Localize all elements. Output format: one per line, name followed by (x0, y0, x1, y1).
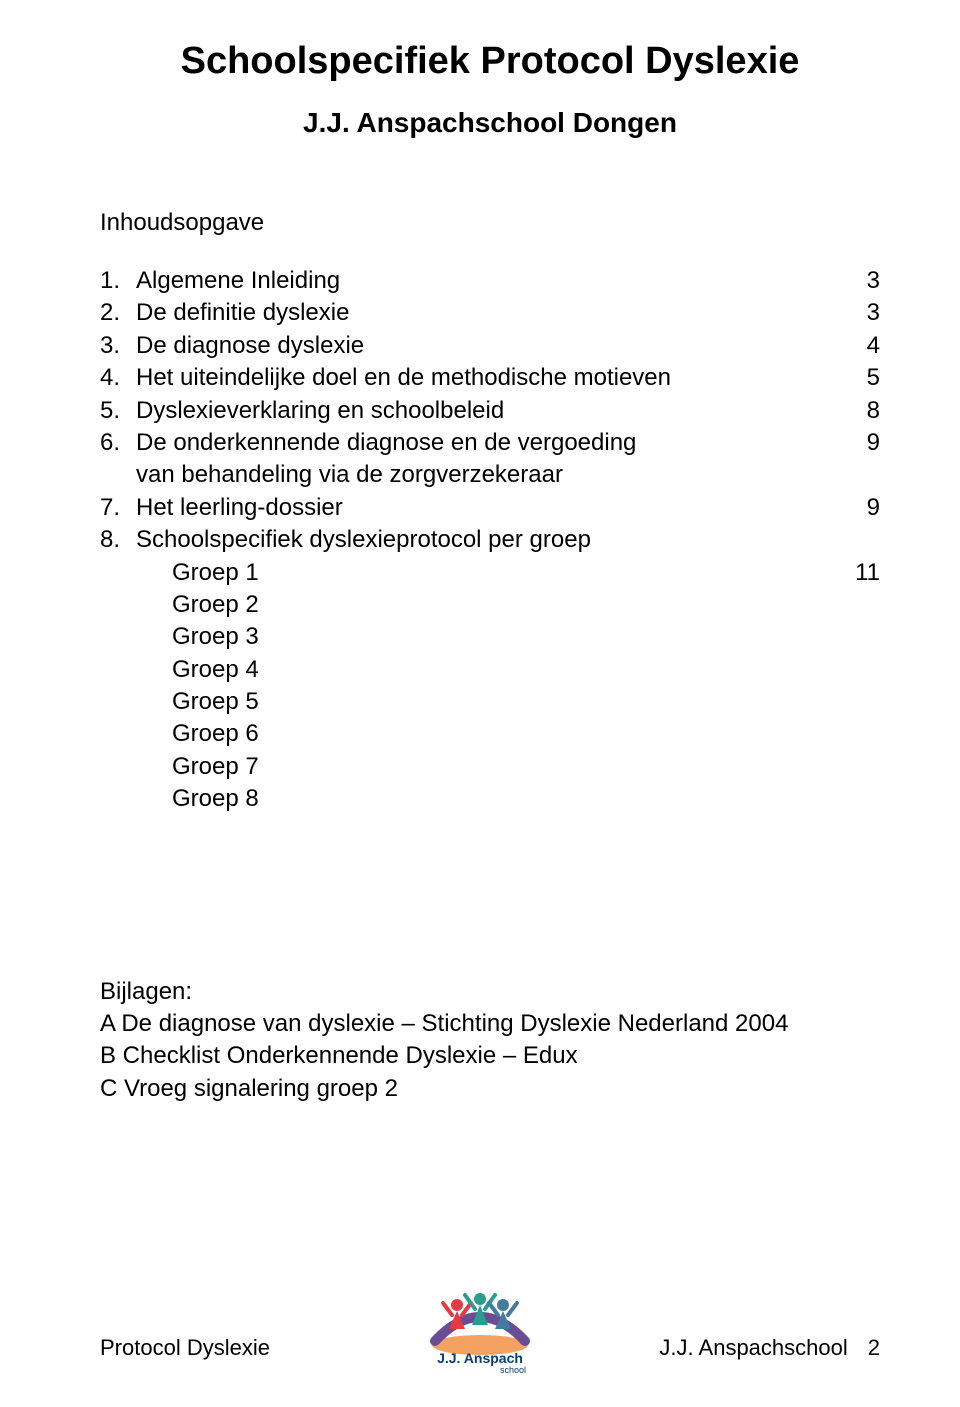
toc-page (840, 589, 880, 621)
toc-group-label: Groep 6 (172, 718, 259, 750)
toc-number: 8. (100, 524, 136, 556)
toc-group-label: Groep 2 (172, 589, 259, 621)
appendix-item: A De diagnose van dyslexie – Stichting D… (100, 1008, 880, 1040)
toc-heading: Inhoudsopgave (100, 209, 880, 237)
toc-item: 7.Het leerling-dossier 9 (100, 492, 880, 524)
toc-number: 7. (100, 492, 136, 524)
table-of-contents: 1.Algemene Inleiding 3 2.De definitie dy… (100, 265, 880, 816)
toc-label: De definitie dyslexie (136, 297, 349, 329)
page-subtitle: J.J. Anspachschool Dongen (100, 107, 880, 139)
toc-item: 5.Dyslexieverklaring en schoolbeleid 8 (100, 395, 880, 427)
toc-group-item: Groep 8 (100, 783, 880, 815)
toc-page: 11 (840, 557, 880, 589)
toc-group-label: Groep 7 (172, 751, 259, 783)
toc-page: 9 (840, 492, 880, 524)
toc-item: 2.De definitie dyslexie 3 (100, 297, 880, 329)
toc-group-item: Groep 2 (100, 589, 880, 621)
footer-right-text: J.J. Anspachschool (659, 1335, 847, 1361)
toc-page (840, 751, 880, 783)
toc-label: Het uiteindelijke doel en de methodische… (136, 362, 671, 394)
toc-label: De diagnose dyslexie (136, 330, 364, 362)
appendix-item: B Checklist Onderkennende Dyslexie – Edu… (100, 1040, 880, 1072)
toc-number (100, 459, 136, 491)
toc-number: 5. (100, 395, 136, 427)
toc-label: Het leerling-dossier (136, 492, 343, 524)
toc-label: van behandeling via de zorgverzekeraar (136, 459, 563, 491)
toc-page (840, 686, 880, 718)
toc-page: 4 (840, 330, 880, 362)
toc-group-label: Groep 8 (172, 783, 259, 815)
toc-label: Algemene Inleiding (136, 265, 340, 297)
toc-label: De onderkennende diagnose en de vergoedi… (136, 427, 636, 459)
toc-page: 3 (840, 265, 880, 297)
toc-page (840, 621, 880, 653)
toc-item: 4.Het uiteindelijke doel en de methodisc… (100, 362, 880, 394)
toc-item-subline: van behandeling via de zorgverzekeraar (100, 459, 880, 491)
toc-group-label: Groep 3 (172, 621, 259, 653)
footer-page-number: 2 (868, 1335, 880, 1361)
toc-label: Dyslexieverklaring en schoolbeleid (136, 395, 504, 427)
toc-number: 4. (100, 362, 136, 394)
page-title: Schoolspecifiek Protocol Dyslexie (100, 40, 880, 83)
toc-page: 5 (840, 362, 880, 394)
toc-group-item: Groep 5 (100, 686, 880, 718)
toc-page (840, 459, 880, 491)
toc-page: 9 (840, 427, 880, 459)
toc-item: 8.Schoolspecifiek dyslexieprotocol per g… (100, 524, 880, 556)
footer-left: Protocol Dyslexie (100, 1335, 270, 1361)
toc-page (840, 783, 880, 815)
toc-group-label: Groep 4 (172, 654, 259, 686)
toc-page: 3 (840, 297, 880, 329)
page-footer: Protocol Dyslexie J.J. Anspachschool 2 (100, 1335, 880, 1361)
toc-group-label: Groep 5 (172, 686, 259, 718)
toc-page: 8 (840, 395, 880, 427)
appendix-section: Bijlagen: A De diagnose van dyslexie – S… (100, 976, 880, 1106)
toc-number: 2. (100, 297, 136, 329)
toc-page (840, 654, 880, 686)
toc-group-item: Groep 6 (100, 718, 880, 750)
appendix-heading: Bijlagen: (100, 976, 880, 1008)
toc-number: 1. (100, 265, 136, 297)
toc-item: 6.De onderkennende diagnose en de vergoe… (100, 427, 880, 459)
toc-group-label: Groep 1 (172, 557, 259, 589)
toc-item: 1.Algemene Inleiding 3 (100, 265, 880, 297)
toc-number: 6. (100, 427, 136, 459)
toc-page (840, 718, 880, 750)
toc-group-item: Groep 7 (100, 751, 880, 783)
toc-item: 3.De diagnose dyslexie 4 (100, 330, 880, 362)
toc-label: Schoolspecifiek dyslexieprotocol per gro… (136, 524, 591, 556)
appendix-item: C Vroeg signalering groep 2 (100, 1073, 880, 1105)
logo-text-bottom: school (500, 1365, 526, 1373)
toc-group-item: Groep 3 (100, 621, 880, 653)
toc-page (840, 524, 880, 556)
toc-number: 3. (100, 330, 136, 362)
toc-group-item: Groep 1 11 (100, 557, 880, 589)
toc-group-item: Groep 4 (100, 654, 880, 686)
